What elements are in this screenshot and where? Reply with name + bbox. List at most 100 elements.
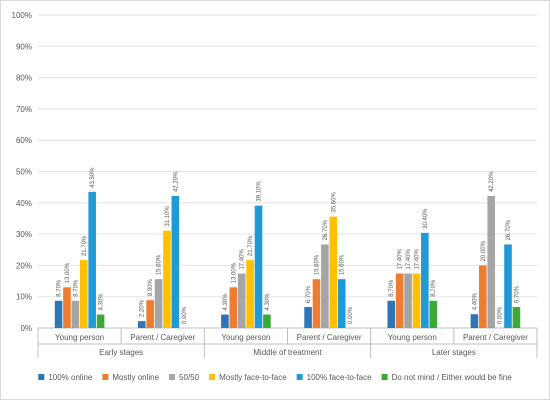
bar	[329, 216, 338, 328]
bar	[71, 300, 80, 328]
bar	[54, 300, 63, 328]
data-label: 8.70%	[73, 279, 79, 297]
x-group-label: Early stages	[99, 348, 143, 357]
bar	[221, 314, 229, 328]
bar	[487, 195, 496, 328]
data-label: 0.00%	[348, 306, 354, 324]
data-label: 43.50%	[90, 167, 96, 188]
legend-label: 100% face-to-face	[307, 373, 372, 382]
data-label: 15.60%	[157, 254, 163, 275]
bar	[395, 273, 404, 328]
bar	[88, 191, 96, 328]
bar	[263, 314, 271, 328]
bar	[404, 273, 412, 328]
legend-swatch	[169, 374, 176, 380]
data-label: 39.10%	[257, 181, 263, 202]
bar	[171, 195, 180, 328]
y-tick-label: 60%	[16, 136, 32, 145]
x-category-label: Young person	[388, 333, 437, 342]
data-label: 2.20%	[140, 299, 146, 317]
x-category-label: Parent / Caregiver	[130, 333, 195, 342]
data-label: 6.70%	[306, 285, 312, 303]
legend-swatch	[296, 374, 303, 380]
bar	[146, 300, 154, 328]
data-label: 17.40%	[240, 249, 246, 270]
data-label: 26.70%	[323, 219, 329, 240]
legend-swatch	[102, 374, 109, 380]
data-label: 42.20%	[489, 171, 495, 192]
bar	[304, 307, 312, 328]
legend-label: Mostly face-to-face	[219, 373, 287, 382]
legend-swatch	[381, 374, 388, 380]
legend-swatch	[38, 374, 45, 380]
data-label: 35.60%	[331, 192, 337, 213]
data-label: 20.00%	[481, 240, 487, 261]
bar	[312, 279, 321, 328]
data-label: 30.40%	[423, 208, 429, 229]
legend-label: Mostly online	[112, 373, 159, 382]
bar	[154, 279, 163, 328]
data-label: 0.00%	[498, 306, 504, 324]
y-tick-label: 30%	[16, 230, 32, 239]
x-group-label: Middle of treatment	[253, 348, 322, 357]
bar	[337, 279, 346, 328]
y-tick-label: 20%	[16, 261, 32, 270]
data-label: 17.40%	[414, 249, 420, 270]
data-label: 8.70%	[389, 279, 395, 297]
data-label: 8.70%	[431, 279, 437, 297]
x-category-label: Young person	[221, 333, 270, 342]
data-label: 4.30%	[223, 293, 229, 311]
data-label: 15.60%	[340, 254, 346, 275]
y-tick-label: 10%	[16, 293, 32, 302]
x-category-label: Parent / Caregiver	[463, 333, 528, 342]
bar	[163, 230, 171, 328]
y-tick-label: 0%	[20, 324, 32, 333]
y-tick-label: 50%	[16, 168, 32, 177]
data-label: 4.40%	[472, 293, 478, 311]
data-label: 8.90%	[148, 278, 154, 296]
legend-label: 50/50	[179, 373, 200, 382]
data-label: 4.30%	[99, 293, 105, 311]
x-category-label: Young person	[55, 333, 104, 342]
y-tick-label: 40%	[16, 199, 32, 208]
data-label: 13.00%	[231, 262, 237, 283]
legend-label: 100% online	[48, 373, 93, 382]
data-label: 0.00%	[182, 306, 188, 324]
data-label: 26.70%	[506, 219, 512, 240]
bar	[429, 300, 438, 328]
bar	[63, 287, 71, 328]
data-label: 6.70%	[514, 285, 520, 303]
data-label: 17.40%	[406, 249, 412, 270]
data-label: 21.70%	[82, 235, 88, 256]
data-label: 15.60%	[314, 254, 320, 275]
y-tick-label: 100%	[12, 11, 32, 20]
bar	[512, 307, 521, 328]
bar	[421, 232, 429, 328]
data-label: 13.00%	[65, 262, 71, 283]
y-tick-label: 80%	[16, 74, 32, 83]
legend-swatch	[209, 374, 216, 380]
bar	[237, 273, 246, 328]
x-category-label: Parent / Caregiver	[297, 333, 362, 342]
y-tick-label: 90%	[16, 42, 32, 51]
bar	[96, 314, 105, 328]
bar	[504, 244, 512, 328]
bar	[254, 205, 263, 328]
data-label: 8.70%	[57, 279, 63, 297]
bar	[229, 287, 238, 328]
bar	[387, 300, 396, 328]
legend-label: Do not mind / Either would be fine	[392, 373, 513, 382]
bar	[479, 265, 487, 328]
data-label: 42.20%	[173, 171, 179, 192]
bar	[79, 260, 88, 328]
bar	[137, 321, 146, 328]
data-label: 17.40%	[398, 249, 404, 270]
bar	[246, 260, 254, 328]
bar	[412, 273, 421, 328]
data-label: 4.30%	[265, 293, 271, 311]
y-tick-label: 70%	[16, 105, 32, 114]
data-label: 31.10%	[165, 206, 171, 227]
x-group-label: Later stages	[432, 348, 476, 357]
bar	[470, 314, 479, 328]
